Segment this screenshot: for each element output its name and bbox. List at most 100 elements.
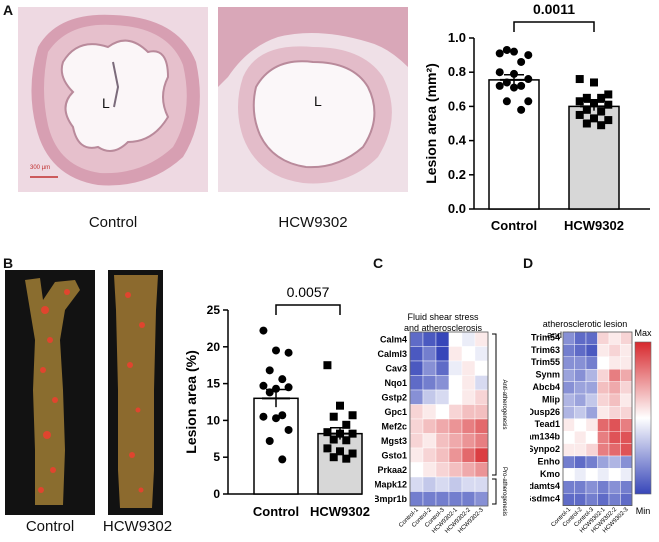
- row-label: Dusp26: [530, 407, 560, 417]
- heatmap-cell: [409, 360, 424, 376]
- heatmap-cell: [608, 356, 621, 370]
- heatmap-cell: [448, 389, 463, 405]
- heatmap-cell: [474, 389, 489, 405]
- heatmap-cell: [620, 443, 633, 457]
- heatmap-cell: [448, 447, 463, 463]
- heatmap-cell: [448, 404, 463, 420]
- data-point: [336, 447, 344, 456]
- heatmap-cell: [620, 368, 633, 382]
- lesion-area-mm2-chart: 0.0 0.2 0.4 0.6 0.8 1.0 Lesion area (mm²) Contr…: [423, 1, 650, 233]
- heatmap-cell: [574, 406, 587, 420]
- heatmap-cell: [562, 480, 575, 494]
- heatmap-cell: [574, 381, 587, 395]
- heatmap-cell: [422, 462, 437, 478]
- heatmap-cell: [461, 389, 476, 405]
- heatmap-cell: [585, 443, 598, 457]
- row-label: Prkaa2: [377, 465, 407, 475]
- heatmap-cell: [435, 389, 450, 405]
- data-point: [284, 348, 293, 357]
- heatmap-cell: [461, 404, 476, 420]
- heatmap-cell: [422, 476, 437, 492]
- data-point: [272, 414, 280, 423]
- row-label: Trim63: [531, 345, 560, 355]
- lesion-area-percent-chart: 0 5 10 15 20 25 Lesion area (%) Control HCW9302 0…: [183, 284, 370, 519]
- heatmap-cell: [461, 476, 476, 492]
- significance-bracket: [513, 21, 595, 32]
- heatmap-cell: [435, 360, 450, 376]
- y-tick-label: 1.0: [448, 30, 466, 45]
- heatmap-cell: [608, 455, 621, 469]
- row-label: Enho: [538, 456, 561, 466]
- heatmap-cell: [448, 476, 463, 492]
- color-scale-bar: [634, 341, 652, 495]
- heatmap-title: atherosclerotic lesion: [543, 319, 628, 329]
- heatmap-cell: [461, 462, 476, 478]
- scale-bar-label: 300 µm: [30, 165, 51, 171]
- data-point: [278, 455, 287, 464]
- heatmap-cell: [620, 492, 633, 506]
- data-point: [517, 81, 526, 90]
- heatmap-cell: [620, 430, 633, 444]
- panel-letter-a: A: [3, 2, 14, 18]
- heatmap-cell: [620, 418, 633, 432]
- data-point: [604, 100, 613, 109]
- heatmap-cell: [608, 468, 621, 481]
- data-point: [604, 90, 613, 99]
- control-aorta-drawing: [25, 278, 80, 505]
- data-point: [510, 83, 518, 92]
- heatmap-cell: [461, 331, 476, 347]
- heatmap-cell: [608, 492, 621, 506]
- heatmap-cell: [435, 375, 450, 391]
- data-point: [259, 326, 268, 335]
- row-label: Bmpr1b: [375, 494, 407, 504]
- control-histology-drawing: [18, 7, 208, 192]
- heatmap-cell: [585, 468, 598, 481]
- heatmap-cell: [574, 443, 587, 457]
- row-label: Mlip: [542, 394, 560, 404]
- heatmap-cell: [608, 480, 621, 494]
- y-tick-label: 10: [207, 413, 221, 427]
- heatmap-cell: [422, 433, 437, 449]
- heatmap-cell: [585, 480, 598, 494]
- heatmap-cell: [620, 480, 633, 494]
- data-point: [265, 388, 274, 397]
- data-point: [502, 97, 511, 106]
- heatmap-cell: [585, 406, 598, 420]
- heatmap-cell: [574, 356, 587, 370]
- group-bracket: [492, 478, 497, 505]
- heatmap-cell: [474, 404, 489, 420]
- heatmap-cell: [585, 356, 598, 370]
- control-aorta-image: [5, 270, 95, 515]
- heatmap-cell: [562, 468, 575, 481]
- lumen-label-control: L: [102, 95, 110, 111]
- row-label: Abcb4: [532, 382, 560, 392]
- heatmap-cell: [597, 418, 610, 432]
- heatmap-cell: [574, 418, 587, 432]
- y-tick-label: 25: [207, 303, 221, 317]
- y-axis-label: Lesion area (%): [183, 350, 199, 453]
- row-label: Synpo2: [530, 444, 560, 454]
- heatmap-cell: [474, 375, 489, 391]
- heatmap-cell: [585, 492, 598, 506]
- category-label: HCW9302: [310, 504, 370, 519]
- y-tick-label: 0.6: [448, 98, 466, 113]
- data-point: [329, 412, 338, 421]
- hcw9302-histology-drawing: [218, 7, 408, 192]
- heatmap-cell: [597, 406, 610, 420]
- data-point: [495, 49, 504, 58]
- heatmap-cell: [422, 346, 437, 362]
- heatmap-cell: [461, 360, 476, 376]
- y-tick-label: 0.4: [448, 133, 467, 148]
- row-label: Trim55: [531, 357, 560, 367]
- data-point: [342, 436, 351, 445]
- row-label: Mapk12: [375, 480, 407, 490]
- heatmap-cell: [562, 393, 575, 407]
- heatmap-cell: [409, 331, 424, 347]
- heatmap-cell: [608, 331, 621, 345]
- heatmap-cell: [461, 491, 476, 507]
- heatmap-cell: [585, 331, 598, 345]
- heatmap-cell: [474, 360, 489, 376]
- heatmap-cell: [597, 492, 610, 506]
- heatmap-cell: [597, 356, 610, 370]
